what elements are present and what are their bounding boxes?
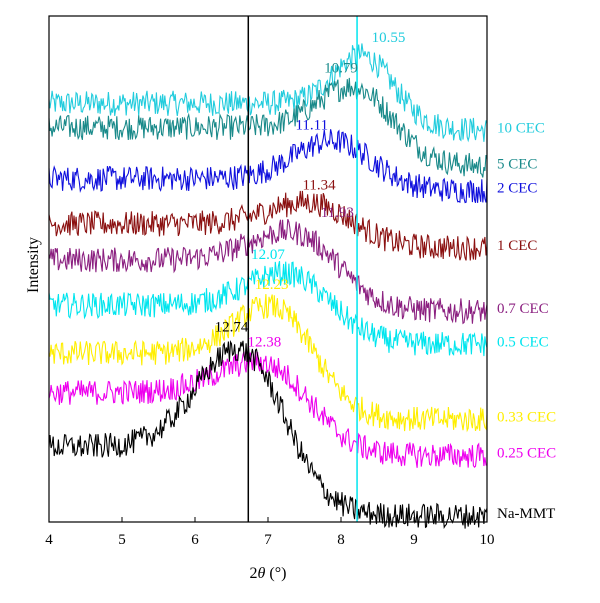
series-labels: 10 CEC 5 CEC 2 CEC 1 CEC 0.7 CEC 0.5 CEC 0.33 …	[497, 120, 556, 522]
series-label-3: 1 CEC	[497, 238, 537, 254]
plot-frame	[48, 15, 488, 523]
series-line-7	[48, 350, 488, 469]
peak-labels: 10.55 10.79 11.11 11.34 11.93 12.07 12.23 12.38…	[215, 30, 406, 350]
peak-label-0: 10.55	[372, 30, 406, 46]
x-axis-ticks: 4 5 6 7 8 9 10	[45, 517, 495, 548]
x-tick-label-2: 6	[191, 532, 199, 548]
x-tick-label-4: 8	[337, 532, 345, 548]
peak-label-8: 12.74	[215, 319, 249, 335]
series-line-8	[48, 339, 488, 530]
peak-label-3: 11.34	[302, 178, 336, 194]
series-label-6: 0.33 CEC	[497, 410, 556, 426]
series-label-5: 0.5 CEC	[497, 334, 549, 350]
series-label-0: 10 CEC	[497, 120, 545, 136]
peak-label-5: 12.07	[251, 247, 285, 263]
plot-series-group	[48, 43, 488, 530]
series-label-8: Na-MMT	[497, 506, 555, 522]
series-line-1	[48, 77, 488, 178]
series-line-6	[48, 294, 488, 433]
peak-label-6: 12.23	[255, 277, 289, 293]
x-tick-label-0: 4	[45, 532, 53, 548]
peak-label-2: 11.11	[295, 117, 328, 133]
x-tick-label-6: 10	[480, 532, 495, 548]
reference-lines	[247, 16, 358, 522]
x-tick-label-1: 5	[118, 532, 126, 548]
series-label-4: 0.7 CEC	[497, 301, 549, 317]
y-axis-label: Intensity	[25, 237, 42, 293]
series-line-0	[48, 43, 488, 143]
x-tick-label-3: 7	[264, 532, 272, 548]
peak-label-7: 12.38	[247, 334, 281, 350]
x-tick-label-5: 9	[410, 532, 418, 548]
series-label-2: 2 CEC	[497, 181, 537, 197]
series-line-4	[48, 218, 488, 325]
x-axis-label: 2θ (°)	[250, 565, 287, 582]
peak-label-1: 10.79	[324, 60, 358, 76]
series-line-2	[48, 129, 488, 204]
series-label-1: 5 CEC	[497, 157, 537, 173]
series-line-3	[48, 190, 488, 261]
series-label-7: 0.25 CEC	[497, 446, 556, 462]
series-line-5	[48, 260, 488, 357]
peak-label-4: 11.93	[321, 205, 354, 221]
